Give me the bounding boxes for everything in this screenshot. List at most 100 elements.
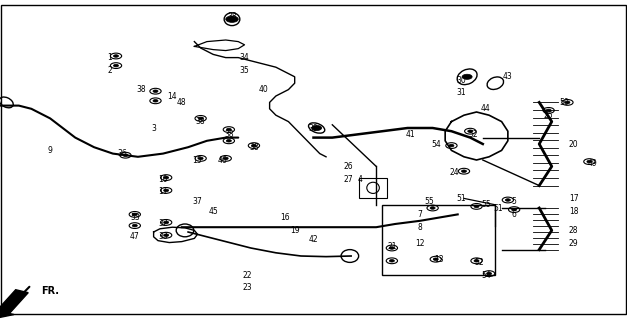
Circle shape	[430, 207, 435, 209]
Text: 27: 27	[343, 175, 353, 184]
Text: 35: 35	[240, 66, 250, 75]
Text: FR.: FR.	[41, 286, 59, 296]
Text: 20: 20	[569, 140, 579, 148]
Circle shape	[312, 125, 322, 131]
Circle shape	[487, 272, 492, 275]
Text: 31: 31	[456, 88, 466, 97]
Text: 38: 38	[249, 143, 259, 152]
Text: 44: 44	[481, 104, 491, 113]
FancyArrow shape	[0, 290, 28, 318]
Text: 47: 47	[130, 232, 140, 241]
Circle shape	[565, 101, 570, 104]
Text: 22: 22	[243, 271, 253, 280]
Bar	[359, 178, 387, 198]
Text: 3: 3	[151, 124, 156, 132]
Bar	[382, 205, 495, 275]
Circle shape	[389, 247, 394, 249]
Text: 38: 38	[227, 12, 237, 20]
Text: 2: 2	[107, 66, 112, 75]
Text: 52: 52	[475, 258, 485, 267]
Circle shape	[587, 160, 592, 163]
Circle shape	[223, 157, 228, 160]
Text: 37: 37	[192, 197, 203, 206]
Text: 25: 25	[544, 111, 554, 120]
Text: 19: 19	[290, 226, 300, 235]
Circle shape	[113, 64, 119, 67]
Circle shape	[164, 221, 169, 224]
Text: 33: 33	[158, 232, 168, 241]
Text: 43: 43	[503, 72, 513, 81]
Text: 7: 7	[418, 210, 423, 219]
Text: 15: 15	[192, 156, 203, 164]
Text: 36: 36	[117, 149, 127, 158]
Circle shape	[474, 205, 479, 208]
Text: 6: 6	[512, 210, 517, 219]
Text: 54: 54	[431, 140, 441, 148]
Text: 55: 55	[481, 200, 491, 209]
Circle shape	[153, 100, 158, 102]
Text: 42: 42	[308, 236, 319, 244]
Text: 24: 24	[450, 168, 460, 177]
Circle shape	[461, 170, 466, 172]
Circle shape	[474, 260, 479, 262]
Circle shape	[123, 154, 128, 156]
Text: 10: 10	[158, 175, 168, 184]
Circle shape	[113, 55, 119, 57]
Text: 30: 30	[456, 76, 466, 84]
Text: 4: 4	[358, 175, 363, 184]
Text: 12: 12	[415, 239, 425, 248]
Text: 53: 53	[130, 213, 140, 222]
Text: 51: 51	[493, 204, 503, 212]
Text: 9: 9	[48, 146, 53, 155]
Circle shape	[226, 128, 231, 131]
Text: 40: 40	[258, 85, 268, 94]
Text: 38: 38	[136, 85, 146, 94]
Text: 55: 55	[424, 197, 435, 206]
Text: 52: 52	[468, 130, 478, 139]
Circle shape	[389, 260, 394, 262]
Circle shape	[433, 258, 438, 260]
Circle shape	[164, 234, 169, 236]
Text: 38: 38	[224, 130, 234, 139]
Circle shape	[164, 189, 169, 192]
Text: 18: 18	[569, 207, 579, 216]
Text: 48: 48	[177, 98, 187, 107]
Circle shape	[153, 90, 158, 92]
Text: 1: 1	[107, 53, 112, 62]
Circle shape	[251, 144, 256, 147]
Text: 34: 34	[240, 53, 250, 62]
Circle shape	[226, 16, 238, 22]
Circle shape	[505, 199, 510, 201]
Text: 5: 5	[512, 197, 517, 206]
Circle shape	[198, 157, 203, 160]
Circle shape	[198, 117, 203, 120]
Circle shape	[164, 176, 169, 179]
Text: 39: 39	[308, 124, 319, 132]
Text: 16: 16	[280, 213, 290, 222]
Text: 8: 8	[418, 223, 423, 232]
Circle shape	[546, 109, 551, 112]
Text: 28: 28	[569, 226, 579, 235]
Text: 51: 51	[456, 194, 466, 203]
Text: 14: 14	[167, 92, 177, 100]
Circle shape	[449, 144, 454, 147]
Text: 29: 29	[569, 239, 579, 248]
Text: 45: 45	[208, 207, 218, 216]
Text: 26: 26	[343, 162, 353, 171]
Text: 23: 23	[243, 284, 253, 292]
Text: 17: 17	[569, 194, 579, 203]
Text: 32: 32	[158, 220, 168, 228]
Circle shape	[226, 140, 231, 142]
Text: 13: 13	[434, 255, 444, 264]
Text: 38: 38	[196, 117, 206, 126]
Text: 41: 41	[406, 130, 416, 139]
Circle shape	[468, 130, 473, 132]
Circle shape	[132, 213, 137, 216]
Text: 54: 54	[481, 271, 491, 280]
Text: 11: 11	[158, 188, 168, 196]
Circle shape	[462, 74, 472, 79]
Text: 49: 49	[587, 159, 598, 168]
Text: 21: 21	[387, 242, 397, 251]
Circle shape	[132, 224, 137, 227]
Text: 46: 46	[218, 156, 228, 164]
